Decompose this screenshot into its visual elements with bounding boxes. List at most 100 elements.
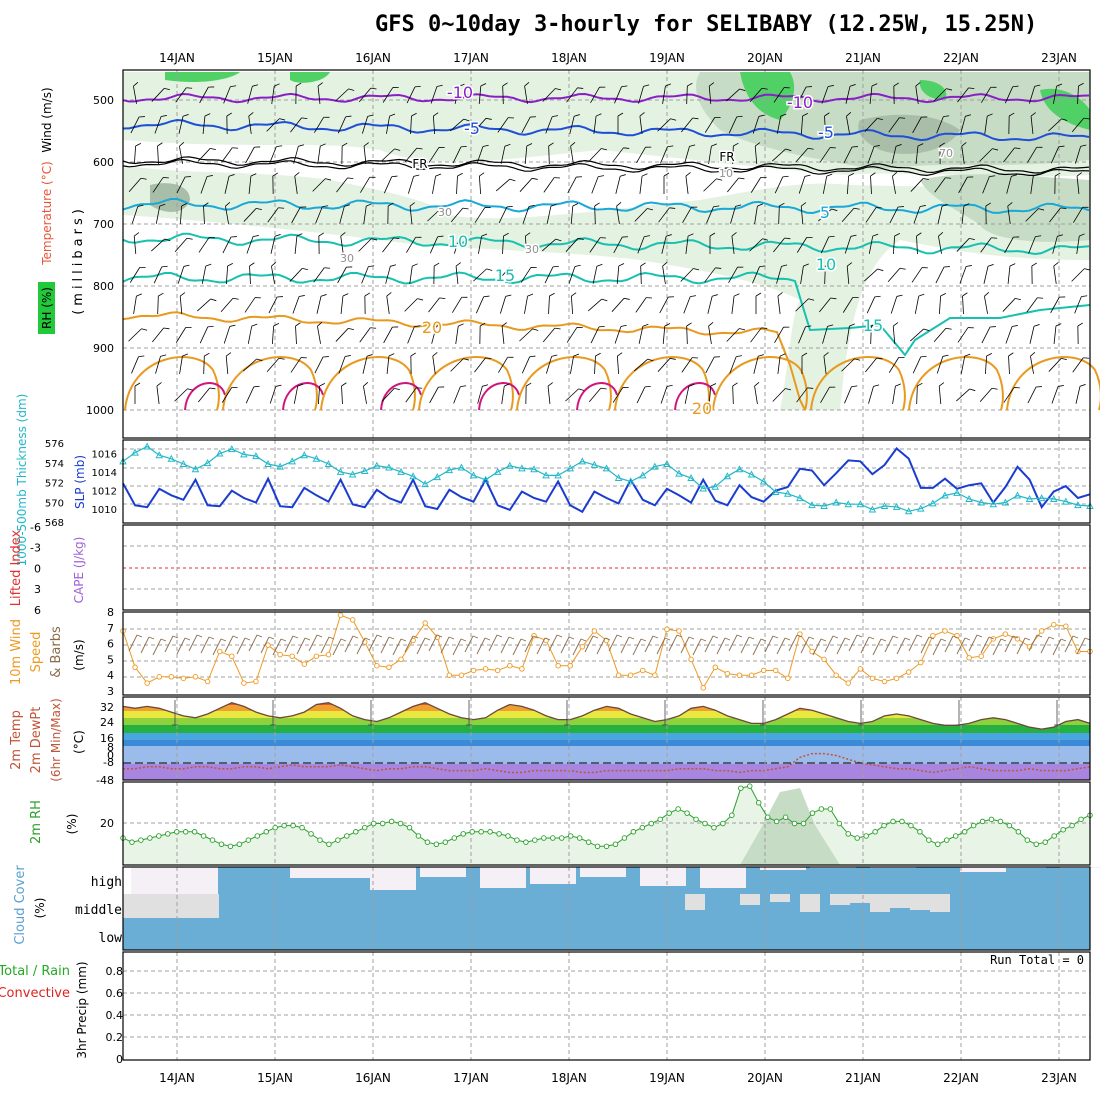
wind-barb (500, 636, 510, 654)
wind-barb (1054, 172, 1061, 195)
wind-barb (224, 635, 234, 653)
wind-barb (464, 635, 474, 653)
wind-barb (774, 175, 789, 194)
cloud-mid-gap (870, 894, 890, 912)
rh2m-point (326, 841, 332, 848)
wind-barb (570, 292, 577, 315)
wind-speed-point (180, 675, 187, 682)
rh2m-point (209, 837, 216, 843)
rh2m-point (773, 818, 780, 825)
thickness-point (276, 462, 284, 470)
wind-barb (680, 268, 700, 282)
wind-speed-point (821, 656, 827, 663)
wind-barb (133, 232, 140, 255)
rh2m-point (523, 839, 529, 845)
wind-barb (223, 324, 236, 344)
wind-speed-point (1050, 621, 1057, 628)
wind-barb (730, 204, 742, 224)
wind-barb (244, 297, 261, 313)
wind-barb (548, 292, 555, 315)
wind-barb (363, 382, 369, 404)
rh2m-point (836, 820, 843, 827)
rh2m-point (272, 824, 278, 831)
temp-tick-label: -48 (96, 774, 114, 787)
thickness-point (578, 457, 587, 465)
wind-barb (1030, 112, 1036, 134)
slp-tick-label: 1012 (92, 487, 117, 498)
wind-barb (1053, 83, 1063, 104)
wind-barb (500, 143, 511, 164)
wind-speed-point (458, 672, 465, 678)
wind-barb (317, 322, 323, 344)
wind-barb (541, 238, 562, 252)
wind-barb (979, 148, 999, 162)
thickness-point (735, 465, 744, 473)
wind-speed-point (857, 666, 864, 672)
temp-contour-20 (122, 311, 806, 411)
rh2m-point (997, 818, 1004, 825)
rh2m-point (639, 824, 646, 831)
wind-speed-point (156, 674, 163, 680)
wind-barb (658, 207, 676, 223)
wind-barb (176, 176, 191, 194)
wind-barb (594, 202, 600, 225)
wind-barb (843, 146, 858, 164)
wind-barb (772, 388, 792, 402)
rh2m-point (541, 835, 547, 841)
thickness-point (687, 474, 695, 481)
wind-speed-point (1063, 623, 1069, 629)
wind-barb (179, 353, 188, 374)
wind-barb (884, 635, 894, 653)
thickness-point (723, 472, 732, 480)
rh2m-point (236, 841, 243, 848)
wind10m-panel-frame (122, 611, 1091, 696)
wind-speed-point (313, 653, 320, 659)
wind-barb (497, 117, 515, 133)
wind-speed-point (845, 680, 852, 686)
date-label-top: 17JAN (453, 51, 489, 65)
wind-barb (936, 115, 950, 134)
wind-barb (937, 204, 948, 224)
rh2m-point (594, 843, 601, 850)
wind-barb (406, 86, 421, 104)
wind-barb (452, 638, 462, 656)
wind-barb (708, 82, 715, 105)
wind-barb (591, 175, 605, 194)
wind-barb (865, 207, 882, 223)
wind-barb (542, 327, 561, 343)
wind-speed-point (349, 617, 356, 623)
wind-barb (178, 114, 189, 134)
wind-barb (593, 113, 602, 134)
wind-barb (153, 265, 168, 284)
wind-barb (337, 115, 352, 134)
wind-barb (176, 637, 186, 655)
wind-barb (548, 634, 558, 652)
wind-barb (644, 635, 654, 653)
wind-barb (313, 267, 331, 283)
wind-barb (1028, 634, 1038, 652)
rh2m-point (514, 837, 520, 843)
thickness-point (856, 500, 865, 508)
wind-speed-point (132, 664, 138, 671)
wind-barb (912, 116, 928, 134)
wind-barb (1077, 82, 1084, 105)
wind-barb (428, 634, 438, 652)
thickness-point (1037, 494, 1046, 502)
wind-barb (985, 202, 992, 225)
rh2m-point (218, 841, 225, 848)
temp-contour-25 (320, 356, 416, 411)
wind-barb (613, 236, 629, 254)
wind-barb (454, 83, 465, 104)
wind-barb (865, 357, 883, 373)
wind-barb (1030, 173, 1039, 194)
wind-barb (680, 636, 690, 654)
rh2m-point (1015, 829, 1022, 835)
thickness-point (1013, 491, 1022, 499)
rh2m-point (657, 816, 663, 823)
rh2m-point (370, 820, 377, 827)
rh2m-point (254, 833, 261, 839)
temp2m-panel (122, 697, 1091, 780)
wind-barb (524, 232, 531, 255)
wind-barb (320, 636, 330, 654)
wind-barb (1073, 206, 1089, 223)
